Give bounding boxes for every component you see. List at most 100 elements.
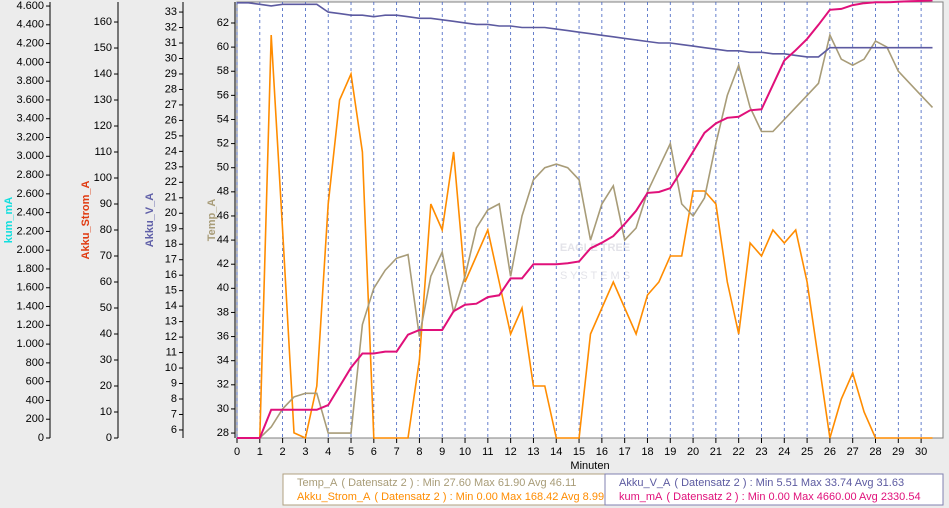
y-tick-label: 3.400 — [16, 113, 44, 125]
x-tick-label: 20 — [687, 446, 699, 458]
legend-box — [604, 473, 944, 506]
y-tick-label: 0 — [38, 432, 44, 444]
x-tick-label: 22 — [733, 446, 745, 458]
y-tick-label: 140 — [94, 68, 112, 80]
legend-entry: kum_mA( Datensatz 2 ) : Min 0.00 Max 466… — [619, 491, 921, 503]
x-tick-label: 28 — [869, 446, 881, 458]
y-tick-label: 3.800 — [16, 75, 44, 87]
series-line — [237, 0, 933, 439]
plot-area — [236, 1, 944, 439]
y-tick-label: 60 — [217, 41, 229, 53]
x-tick-label: 12 — [505, 446, 517, 458]
y-tick-label: 1.600 — [16, 282, 44, 294]
y-tick-label: 4.200 — [16, 38, 44, 50]
y-tick-label: 19 — [165, 223, 177, 235]
y-tick-label: 21 — [165, 192, 177, 204]
y-tick-label: 48 — [217, 186, 229, 198]
watermark: EAGLE TREE — [560, 242, 630, 254]
y-tick-label: 160 — [94, 16, 112, 28]
series-line — [237, 34, 933, 440]
x-tick-label: 15 — [573, 446, 585, 458]
x-tick-label: 16 — [596, 446, 608, 458]
x-tick-label: 23 — [755, 446, 767, 458]
y-tick-label: 50 — [217, 162, 229, 174]
y-tick-label: 31 — [165, 37, 177, 49]
y-tick-label: 34 — [217, 355, 229, 367]
legend-entry: Temp_A( Datensatz 2 ) : Min 27.60 Max 61… — [297, 477, 576, 489]
y-tick-label: 7 — [171, 408, 177, 420]
y-tick-label: 28 — [165, 83, 177, 95]
watermark: S Y S T E M S — [560, 270, 630, 282]
legend-name: kum_mA — [619, 491, 663, 503]
y-tick-label: 0 — [106, 432, 112, 444]
y-tick-label: 14 — [165, 300, 177, 312]
y-tick-label: 1.800 — [16, 263, 44, 275]
y-tick-label: 1.200 — [16, 319, 44, 331]
y-tick-label: 40 — [100, 328, 112, 340]
y-tick-label: 8 — [171, 393, 177, 405]
y-tick-label: 20 — [100, 380, 112, 392]
y-tick-label: 20 — [165, 207, 177, 219]
x-tick-label: 2 — [280, 446, 286, 458]
y-tick-label: 11 — [166, 346, 177, 358]
y-tick-label: 120 — [94, 120, 112, 132]
series-line — [237, 32, 934, 439]
y-tick-label: 9 — [171, 377, 177, 389]
y-tick-label: 27 — [165, 99, 177, 111]
x-tick-label: 21 — [710, 446, 722, 458]
y-tick-label: 60 — [100, 276, 112, 288]
x-tick-label: 1 — [257, 446, 263, 458]
y-tick-label: 26 — [165, 114, 177, 126]
x-tick-label: 17 — [619, 446, 631, 458]
x-tick-label: 10 — [459, 446, 471, 458]
x-tick-label: 19 — [664, 446, 676, 458]
y-tick-label: 2.600 — [16, 188, 44, 200]
y-tick-label: 6 — [171, 424, 177, 436]
y-tick-label: 50 — [100, 302, 112, 314]
y-tick-label: 3.200 — [16, 131, 44, 143]
y-tick-label: 10 — [165, 362, 177, 374]
legend-entry: Akku_Strom_A( Datensatz 2 ) : Min 0.00 M… — [297, 491, 604, 503]
y-tick-label: 42 — [217, 258, 229, 270]
y-tick-label: 15 — [165, 285, 177, 297]
x-tick-label: 13 — [527, 446, 539, 458]
y-tick-label: 4.000 — [16, 56, 44, 68]
legend-name: Akku_V_A — [619, 477, 671, 489]
y-tick-label: 52 — [217, 138, 229, 150]
y-tick-label: 10 — [100, 406, 112, 418]
x-tick-label: 0 — [234, 446, 240, 458]
y-tick-label: 29 — [165, 68, 177, 80]
x-tick-label: 26 — [824, 446, 836, 458]
y-tick-label: 800 — [26, 357, 44, 369]
y-tick-label: 13 — [165, 316, 177, 328]
y-tick-label: 80 — [100, 224, 112, 236]
x-tick-label: 9 — [439, 446, 445, 458]
y-tick-label: 62 — [217, 17, 229, 29]
y-tick-label: 4.400 — [16, 19, 44, 31]
y-tick-label: 2.200 — [16, 225, 44, 237]
legend-stats: ( Datensatz 2 ) : Min 27.60 Max 61.90 Av… — [341, 477, 576, 489]
series-line — [237, 1, 933, 58]
y-axis-label: Akku_V_A — [144, 193, 156, 247]
y-tick-label: 23 — [165, 161, 177, 173]
y-tick-label: 17 — [165, 254, 177, 266]
x-tick-label: 25 — [801, 446, 813, 458]
x-tick-label: 7 — [394, 446, 400, 458]
y-tick-label: 2.400 — [16, 207, 44, 219]
x-tick-label: 5 — [348, 446, 354, 458]
y-tick-label: 400 — [26, 394, 44, 406]
legend-name: Temp_A — [297, 477, 338, 489]
legend-stats: ( Datensatz 2 ) : Min 5.51 Max 33.74 Avg… — [674, 477, 904, 489]
y-tick-label: 33 — [165, 6, 177, 18]
y-tick-label: 1.000 — [16, 338, 44, 350]
y-tick-label: 130 — [94, 94, 112, 106]
x-tick-label: 30 — [915, 446, 927, 458]
y-tick-label: 30 — [100, 354, 112, 366]
x-tick-label: 27 — [847, 446, 859, 458]
legend-stats: ( Datensatz 2 ) : Min 0.00 Max 168.42 Av… — [374, 491, 604, 503]
y-tick-label: 100 — [94, 172, 112, 184]
x-tick-label: 4 — [325, 446, 331, 458]
y-tick-label: 44 — [217, 234, 229, 246]
y-tick-label: 30 — [165, 52, 177, 64]
